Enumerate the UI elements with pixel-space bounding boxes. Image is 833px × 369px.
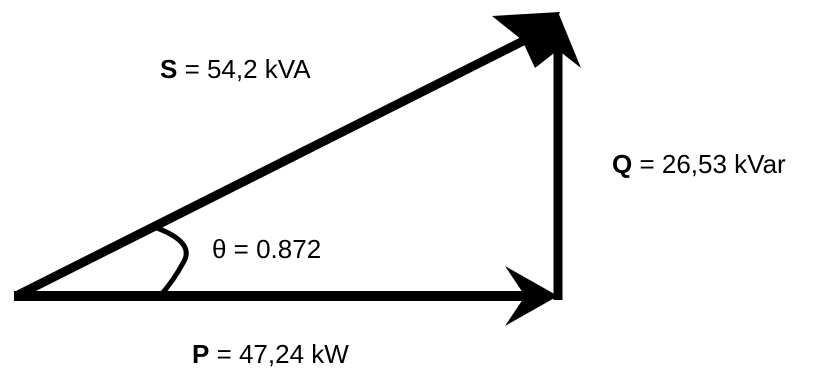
label-p-symbol: P	[192, 339, 210, 369]
vector-s-arrowhead	[492, 12, 560, 68]
label-theta: θ = 0.872	[212, 234, 322, 264]
vector-s	[13, 12, 560, 301]
label-s: S = 54,2 kVA	[160, 56, 311, 82]
label-p-value: = 47,24 kW	[209, 339, 349, 369]
vector-q	[535, 12, 581, 300]
label-q-symbol: Q	[612, 149, 633, 179]
label-q-value: = 26,53 kVar	[632, 149, 786, 179]
angle-arc	[154, 225, 189, 299]
label-p: P = 47,24 kW	[192, 341, 349, 367]
vector-p-arrowhead	[505, 266, 558, 326]
vector-q-arrowhead	[535, 12, 581, 68]
vector-p	[14, 266, 558, 326]
label-s-value: = 54,2 kVA	[177, 54, 311, 84]
label-q: Q = 26,53 kVar	[612, 151, 786, 177]
vector-s-line	[13, 25, 548, 301]
label-s-symbol: S	[160, 54, 178, 84]
